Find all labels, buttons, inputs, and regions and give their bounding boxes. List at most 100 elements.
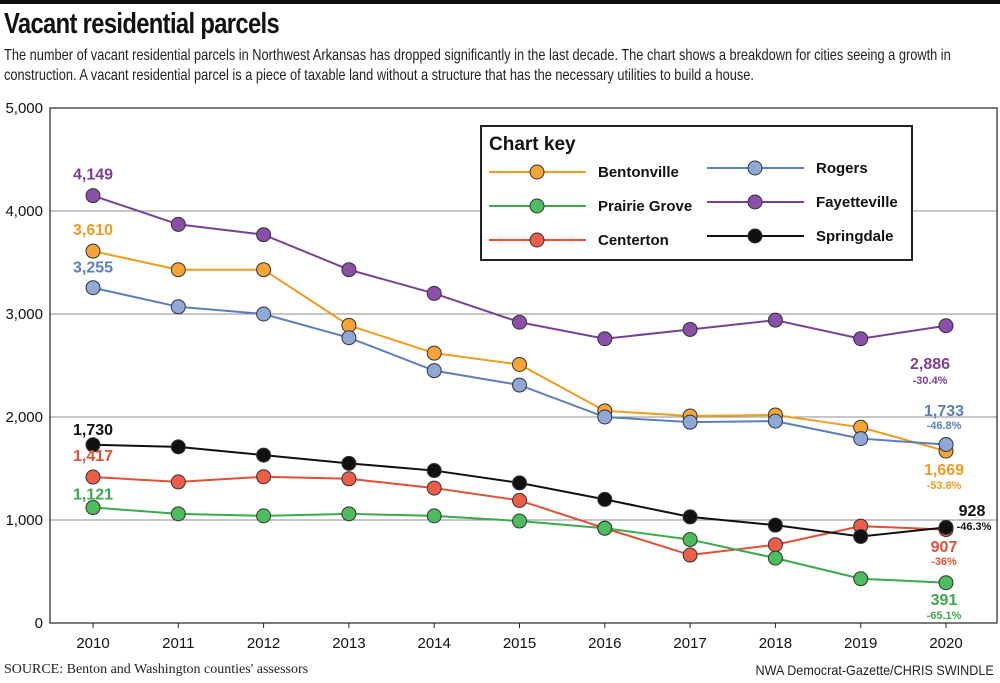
springdale-point: [853, 528, 869, 544]
prairie-grove-point: [426, 508, 442, 524]
centerton-point: [85, 469, 101, 485]
centerton-point: [341, 471, 357, 487]
data-labels: 3,610 1,669-53.8% 1,417 907-36% 4,149 2,886 -3…: [73, 167, 992, 622]
rogers-end-pct: -46.8%: [927, 420, 962, 432]
rogers-point: [341, 330, 357, 346]
prairie-grove-end-pct: -65.1%: [927, 610, 962, 622]
series-group: [85, 188, 954, 591]
bentonville-end-pct: -53.8%: [927, 480, 962, 492]
springdale-point: [85, 437, 101, 453]
legend-swatch-marker: [747, 228, 763, 244]
legend-label: Rogers: [816, 160, 868, 177]
rogers-point: [170, 299, 186, 315]
bentonville-line: [92, 250, 947, 453]
fayetteville-point: [426, 285, 442, 301]
fayetteville-point: [938, 318, 954, 334]
legend-swatch-marker: [529, 164, 545, 180]
bentonville-point: [512, 356, 527, 372]
prairie-grove-point: [85, 500, 101, 516]
centerton-point: [682, 547, 698, 563]
fayetteville-point: [341, 262, 357, 278]
prairie-grove-point: [853, 571, 869, 587]
rogers-end-label: 1,733: [924, 403, 964, 420]
y-tick-label: 5,000: [5, 100, 43, 117]
prairie-grove-point: [597, 520, 613, 536]
springdale-point: [938, 519, 954, 535]
springdale-point: [767, 517, 783, 533]
springdale-point: [426, 463, 442, 479]
prairie-grove-point: [767, 550, 783, 566]
legend-item-springdale: Springdale: [707, 228, 894, 245]
bentonville-point: [426, 345, 442, 361]
prairie-grove-point: [341, 506, 357, 522]
y-tick-label: 3,000: [5, 306, 43, 323]
rogers-point: [682, 414, 698, 430]
rogers-point: [426, 363, 442, 379]
y-tick-label: 2,000: [5, 409, 43, 426]
legend-label: Bentonville: [598, 164, 679, 181]
legend-swatch-marker: [529, 232, 545, 248]
springdale-point: [341, 455, 357, 471]
fayetteville-point: [597, 331, 613, 347]
prairie-grove-point: [682, 532, 698, 548]
y-tick-label: 0: [35, 615, 43, 632]
bentonville-point: [170, 262, 186, 278]
legend-label: Springdale: [816, 228, 894, 245]
springdale-point: [597, 491, 613, 507]
centerton-end-pct: -36%: [931, 556, 957, 568]
x-tick-label: 2015: [503, 635, 536, 652]
rogers-point: [597, 409, 613, 425]
springdale-end-pct: -46.3%: [957, 521, 992, 533]
fayetteville-point: [170, 216, 186, 232]
springdale-start-label: 1,730: [73, 422, 113, 439]
legend-item-fayetteville: Fayetteville: [707, 194, 898, 211]
y-tick-label: 1,000: [5, 512, 43, 529]
x-tick-label: 2016: [588, 635, 621, 652]
fayetteville-point: [853, 331, 869, 347]
legend-label: Prairie Grove: [598, 198, 692, 215]
x-tick-label: 2011: [162, 635, 194, 652]
top-rule: [0, 0, 1000, 4]
centerton-point: [512, 492, 527, 508]
rogers-point: [853, 431, 869, 447]
fayetteville-point: [767, 312, 783, 328]
centerton-point: [767, 537, 783, 553]
centerton-start-label: 1,417: [73, 448, 113, 465]
rogers-point: [512, 377, 527, 393]
prairie-grove-point: [256, 508, 272, 524]
legend-swatch-marker: [529, 198, 545, 214]
rogers-point: [85, 280, 101, 296]
legend-swatch-marker: [747, 160, 763, 176]
rogers-point: [938, 437, 954, 453]
prairie-grove-end-label: 391: [931, 592, 958, 609]
y-tick-label: 4,000: [5, 203, 43, 220]
bentonville-start-label: 3,610: [73, 222, 113, 239]
springdale-point: [170, 439, 186, 455]
legend-label: Fayetteville: [816, 194, 898, 211]
prairie-grove-point: [512, 513, 527, 529]
x-tick-label: 2013: [332, 635, 365, 652]
credit-note: NWA Democrat-Gazette/CHRIS SWINDLE: [755, 662, 994, 678]
x-tick-label: 2014: [418, 635, 451, 652]
chart-subtitle: The number of vacant residential parcels…: [4, 47, 951, 84]
centerton-point: [256, 469, 272, 485]
springdale-point: [512, 475, 527, 491]
legend-title: Chart key: [489, 134, 576, 155]
bentonville-point: [85, 243, 101, 259]
bentonville-end-label: 1,669: [924, 462, 964, 479]
bentonville-point: [256, 262, 272, 278]
centerton-point: [170, 474, 186, 490]
rogers-start-label: 3,255: [73, 260, 113, 277]
legend-item-bentonville: Bentonville: [489, 164, 679, 181]
legend-item-prairie-grove: Prairie Grove: [489, 198, 692, 215]
fayetteville-point: [256, 227, 272, 243]
centerton-point: [426, 480, 442, 496]
prairie-grove-start-label: 1,121: [73, 487, 113, 504]
rogers-point: [767, 413, 783, 429]
source-note: SOURCE: Benton and Washington counties' …: [4, 662, 309, 677]
x-tick-label: 2017: [673, 635, 706, 652]
axes: 0 1,000 2,000 3,000 4,000 5,000 2010 2011 2012 20…: [5, 100, 998, 652]
rogers-point: [256, 306, 272, 322]
legend-box: [480, 125, 913, 261]
